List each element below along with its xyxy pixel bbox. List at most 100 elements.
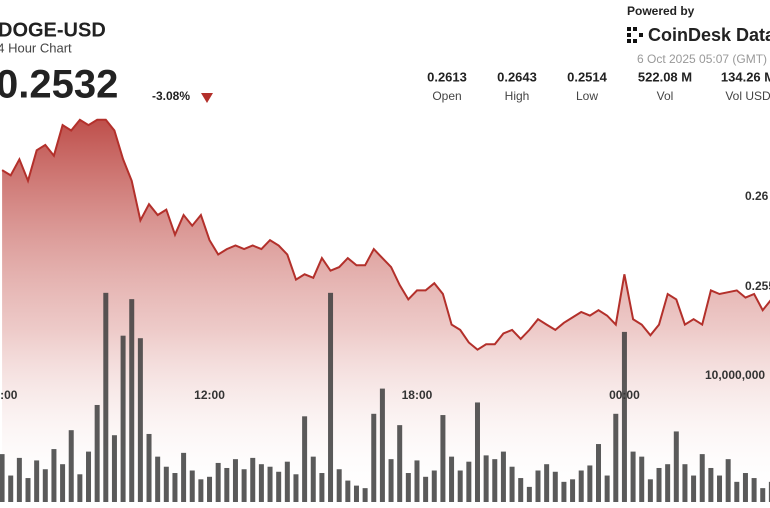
volume-bar bbox=[483, 455, 489, 502]
volume-bar bbox=[492, 459, 498, 502]
volume-bar bbox=[181, 452, 187, 502]
volume-bar bbox=[310, 456, 316, 502]
volume-bar bbox=[691, 475, 697, 502]
volume-bar bbox=[630, 451, 636, 502]
volume-bar bbox=[302, 416, 308, 502]
volume-bar bbox=[371, 413, 377, 502]
volume-bar bbox=[198, 479, 204, 502]
x-tick-label: 18:00 bbox=[402, 388, 433, 402]
stat-value: 0.2613 bbox=[427, 69, 467, 84]
volume-bar bbox=[466, 461, 472, 502]
volume-bar bbox=[16, 457, 22, 502]
volume-bar bbox=[120, 335, 126, 502]
volume-bar bbox=[535, 470, 541, 502]
volume-bar bbox=[431, 470, 437, 502]
volume-bar bbox=[241, 469, 247, 502]
volume-bar bbox=[734, 481, 740, 502]
y-tick-label: 0.26 bbox=[745, 189, 769, 203]
volume-bar bbox=[388, 459, 394, 502]
volume-bar bbox=[596, 444, 602, 502]
volume-bar bbox=[699, 454, 705, 502]
timestamp: 6 Oct 2025 05:07 (GMT) bbox=[637, 52, 767, 66]
stat-label: Vol bbox=[657, 89, 674, 103]
volume-bar bbox=[604, 475, 610, 502]
volume-bar bbox=[561, 481, 567, 502]
volume-bar bbox=[639, 456, 645, 502]
stat-value: 134.26 M bbox=[721, 69, 770, 84]
volume-bar bbox=[319, 473, 325, 502]
volume-bar bbox=[284, 461, 290, 502]
volume-bar bbox=[293, 474, 299, 502]
change: -3.08% bbox=[152, 89, 190, 103]
volume-bar bbox=[570, 479, 576, 502]
volume-bar bbox=[258, 464, 264, 502]
volume-bar bbox=[232, 459, 238, 502]
volume-bar bbox=[103, 292, 109, 502]
volume-bar bbox=[51, 449, 57, 502]
volume-bar bbox=[405, 473, 411, 502]
volume-bar bbox=[751, 478, 757, 502]
volume-bar bbox=[215, 462, 221, 502]
stat-label: High bbox=[505, 89, 530, 103]
volume-bar bbox=[60, 464, 66, 502]
volume-bar bbox=[362, 488, 368, 502]
volume-bar bbox=[8, 475, 14, 502]
volume-bar bbox=[682, 464, 688, 502]
volume-bar bbox=[25, 478, 31, 502]
volume-bar bbox=[708, 467, 714, 502]
price-area bbox=[2, 119, 770, 502]
volume-bar bbox=[276, 471, 282, 502]
x-tick-label: 00:00 bbox=[609, 388, 640, 402]
volume-bar bbox=[336, 469, 342, 502]
volume-bar bbox=[189, 470, 195, 502]
volume-bar bbox=[526, 486, 532, 502]
volume-bar bbox=[518, 478, 524, 502]
volume-bar bbox=[137, 338, 143, 502]
volume-bar bbox=[647, 479, 653, 502]
volume-bar bbox=[353, 485, 359, 502]
logo bbox=[627, 27, 643, 43]
volume-bar bbox=[250, 457, 256, 502]
volume-bar bbox=[544, 464, 550, 502]
volume-bar bbox=[673, 431, 679, 502]
down-arrow bbox=[201, 93, 213, 103]
brand: CoinDesk Data bbox=[648, 25, 770, 45]
volume-bar bbox=[345, 480, 351, 502]
volume-bar bbox=[621, 331, 627, 502]
volume-bar bbox=[474, 402, 480, 502]
volume-bar bbox=[34, 460, 40, 502]
symbol: DOGE-USD bbox=[0, 19, 106, 41]
volume-bar bbox=[440, 415, 446, 502]
volume-bar bbox=[42, 469, 48, 502]
volume-bar bbox=[68, 430, 74, 502]
y2-tick-label: 10,000,000 bbox=[705, 368, 765, 382]
volume-bar bbox=[449, 456, 455, 502]
volume-bar bbox=[163, 466, 169, 502]
price: 0.2532 bbox=[0, 63, 118, 107]
volume-bar bbox=[457, 470, 463, 502]
volume-bar bbox=[760, 488, 766, 502]
powered-by: Powered by bbox=[627, 4, 695, 18]
volume-bar bbox=[414, 460, 420, 502]
volume-bar bbox=[656, 467, 662, 502]
volume-bar bbox=[509, 466, 515, 502]
volume-bar bbox=[552, 471, 558, 502]
plot-area bbox=[0, 118, 770, 502]
volume-bar bbox=[397, 425, 403, 502]
volume-bar bbox=[665, 464, 671, 502]
volume-bar bbox=[0, 454, 5, 502]
volume-bar bbox=[86, 451, 92, 502]
stat-value: 0.2643 bbox=[497, 69, 537, 84]
volume-bar bbox=[613, 413, 619, 502]
stat-label: Low bbox=[576, 89, 598, 103]
volume-bar bbox=[328, 292, 334, 502]
volume-bar bbox=[224, 467, 230, 502]
x-tick-label: 06:00 bbox=[0, 388, 18, 402]
volume-bar bbox=[500, 451, 506, 502]
volume-bar bbox=[725, 459, 731, 502]
volume-bar bbox=[129, 299, 135, 502]
volume-bar bbox=[768, 481, 770, 502]
stat-label: Vol USD bbox=[725, 89, 770, 103]
stat-value: 522.08 M bbox=[638, 69, 692, 84]
